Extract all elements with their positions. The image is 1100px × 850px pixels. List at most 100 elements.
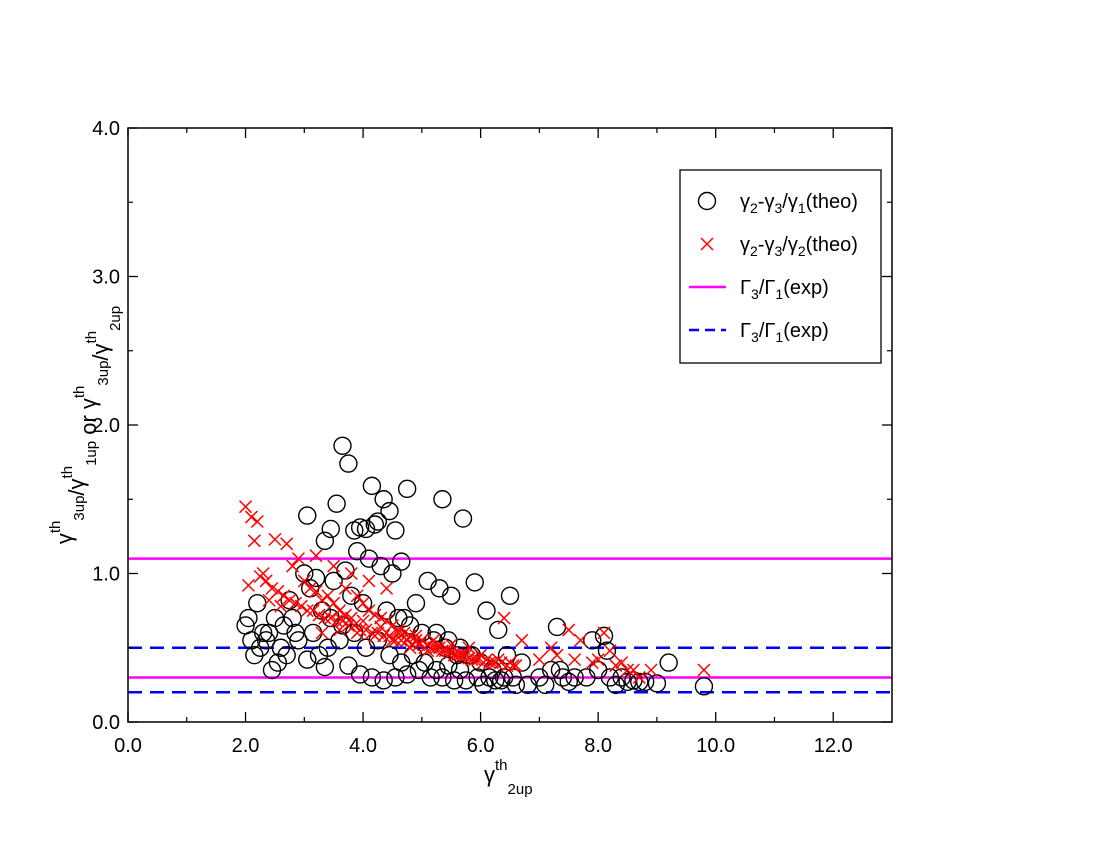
- x-point: [241, 578, 256, 592]
- x-point: [697, 663, 711, 677]
- x-point: [327, 596, 341, 610]
- legend-label: Γ3/Γ1(exp): [740, 277, 829, 302]
- circle-point: [694, 677, 714, 696]
- x-point: [391, 626, 405, 640]
- circle-point: [489, 620, 508, 640]
- x-tick-label: 12.0: [814, 735, 853, 757]
- legend: γ2-γ3/γ1(theo) γ2-γ3/γ2(theo) Γ3/Γ1(exp) Γ3…: [679, 169, 882, 364]
- x-point: [338, 581, 352, 595]
- x-point: [632, 670, 646, 684]
- x-point: [385, 618, 399, 633]
- x-point: [380, 581, 394, 595]
- x-point: [244, 510, 258, 524]
- circle-point: [383, 564, 402, 583]
- circle-point: [433, 490, 452, 509]
- x-point: [333, 623, 347, 637]
- circle-point: [324, 571, 343, 591]
- legend-circle-marker: [697, 191, 717, 211]
- circle-point: [659, 653, 678, 672]
- x-tick-label: 4.0: [349, 735, 377, 757]
- x-point: [297, 574, 311, 588]
- circle-point: [553, 668, 573, 687]
- circle-point: [397, 479, 417, 499]
- circle-point: [506, 675, 526, 695]
- series-1: [239, 500, 711, 684]
- y-tick-label: 4.0: [92, 118, 120, 140]
- x-point: [327, 559, 341, 573]
- circle-point: [386, 521, 405, 540]
- legend-label: γ2-γ3/γ1(theo): [740, 191, 858, 216]
- x-tick-label: 10.0: [696, 735, 735, 757]
- x-point: [333, 604, 347, 618]
- circle-point: [439, 656, 458, 675]
- circle-point: [400, 616, 420, 635]
- circle-point: [362, 668, 382, 687]
- x-point: [597, 626, 611, 640]
- x-point: [591, 653, 605, 667]
- x-point: [427, 633, 441, 647]
- x-point: [291, 552, 305, 566]
- x-tick-label: 6.0: [467, 735, 495, 757]
- x-point: [435, 644, 449, 658]
- circle-point: [365, 515, 385, 534]
- x-point: [403, 641, 417, 655]
- circle-point: [406, 594, 426, 613]
- circle-point: [239, 608, 258, 628]
- x-point: [321, 589, 335, 603]
- x-point: [274, 599, 288, 613]
- x-point: [350, 589, 364, 603]
- x-point: [277, 589, 291, 603]
- circle-point: [583, 631, 602, 650]
- x-tick-label: 0.0: [114, 735, 142, 757]
- circle-point: [491, 671, 511, 690]
- x-point: [247, 534, 261, 548]
- circle-point: [251, 638, 270, 657]
- circle-point: [465, 573, 484, 592]
- x-axis-label: γth2up: [484, 757, 533, 798]
- legend-label: Γ3/Γ1(exp): [740, 320, 829, 345]
- x-point: [286, 559, 300, 573]
- x-point: [347, 618, 361, 633]
- circle-point: [456, 671, 476, 690]
- circle-point: [395, 608, 414, 628]
- circle-point: [333, 436, 352, 455]
- x-point: [453, 648, 467, 662]
- x-point: [374, 620, 388, 634]
- circle-point: [374, 671, 393, 690]
- circle-point: [427, 660, 446, 680]
- circle-point: [368, 512, 387, 531]
- x-point: [603, 644, 617, 658]
- x-point: [550, 648, 564, 662]
- plot-frame: [127, 127, 893, 723]
- x-point: [280, 537, 294, 551]
- x-point: [318, 611, 332, 625]
- x-point: [500, 659, 514, 673]
- y-axis-label: γth3up/γth1up or γth3up/γth2up: [47, 306, 124, 544]
- x-point: [268, 532, 282, 546]
- circle-point: [350, 665, 370, 684]
- x-point: [356, 596, 370, 610]
- circle-point: [618, 672, 637, 692]
- circle-point: [442, 586, 461, 605]
- x-point: [253, 569, 267, 584]
- x-point: [388, 633, 402, 647]
- x-point: [259, 574, 273, 588]
- x-point: [368, 629, 382, 643]
- y-tick-label: 2.0: [92, 415, 120, 437]
- legend-label: γ2-γ3/γ2(theo): [740, 234, 858, 259]
- circle-point: [345, 521, 364, 540]
- circle-point: [606, 675, 625, 695]
- x-point: [250, 514, 264, 529]
- circle-point: [392, 552, 411, 571]
- circle-point: [353, 594, 373, 613]
- circle-point: [477, 601, 496, 620]
- circle-point: [474, 675, 493, 695]
- circle-point: [588, 660, 608, 680]
- series-0: [236, 436, 714, 696]
- x-point: [497, 611, 511, 625]
- circle-point: [565, 668, 584, 687]
- x-point: [532, 653, 546, 667]
- circle-point: [374, 490, 393, 509]
- circle-point: [339, 454, 358, 473]
- circle-point: [547, 617, 567, 637]
